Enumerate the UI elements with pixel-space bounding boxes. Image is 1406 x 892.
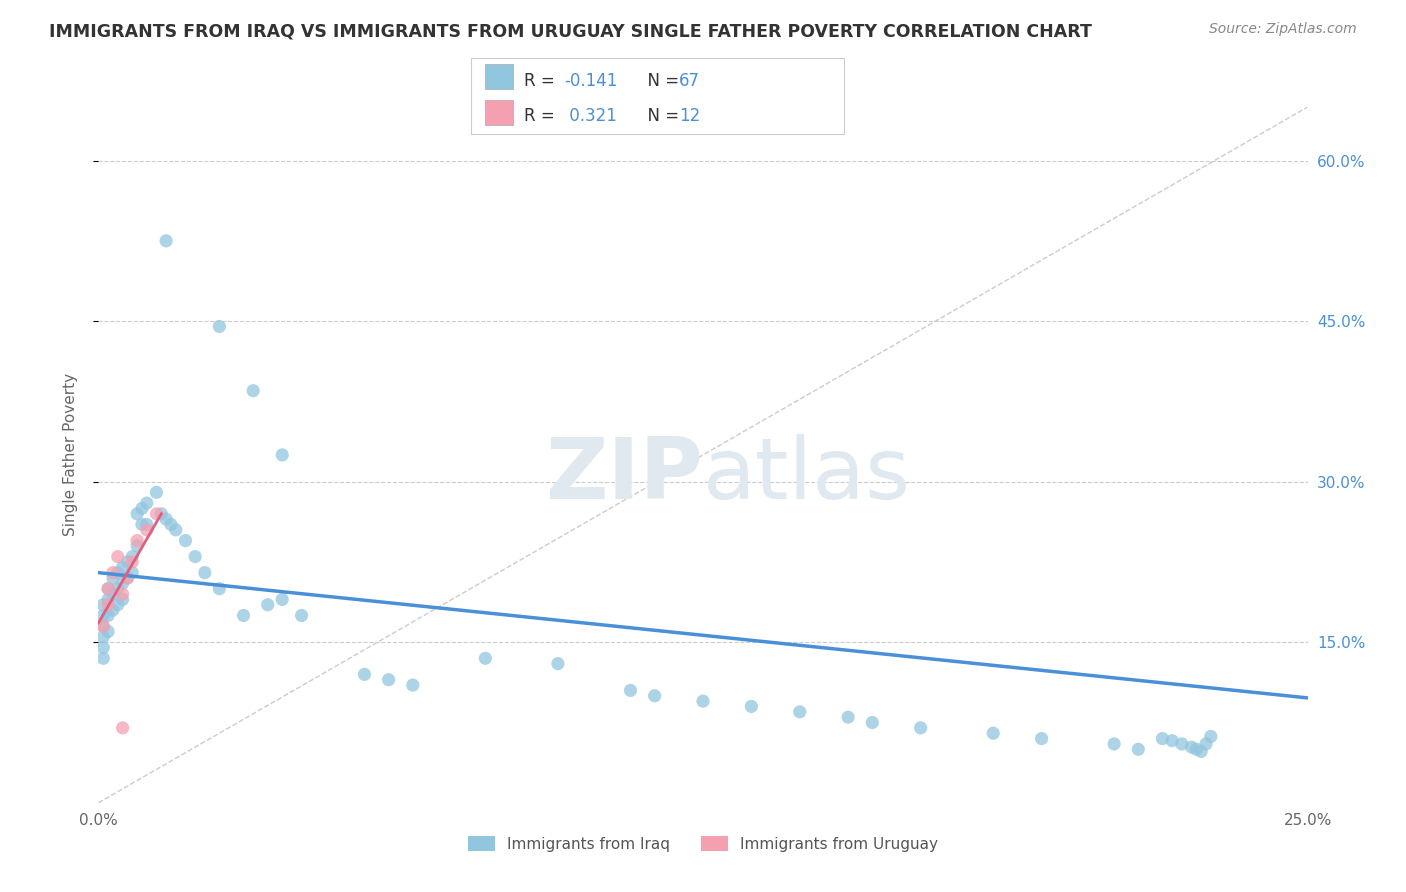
Point — [117, 571, 139, 585]
Point — [91, 651, 114, 665]
Text: 12: 12 — [679, 107, 700, 125]
Point — [271, 592, 294, 607]
Point — [91, 630, 114, 644]
Point — [91, 640, 114, 655]
Point — [1128, 742, 1150, 756]
Legend: Immigrants from Iraq, Immigrants from Uruguay: Immigrants from Iraq, Immigrants from Ur… — [461, 830, 945, 858]
Point — [150, 507, 173, 521]
Point — [155, 234, 177, 248]
Point — [97, 608, 120, 623]
Point — [111, 560, 134, 574]
Point — [860, 715, 883, 730]
Point — [644, 689, 666, 703]
Point — [135, 523, 157, 537]
Point — [97, 624, 120, 639]
Point — [121, 566, 143, 580]
Point — [402, 678, 425, 692]
Point — [107, 582, 129, 596]
Point — [91, 608, 114, 623]
Point — [101, 571, 124, 585]
Point — [1199, 730, 1222, 744]
Point — [101, 603, 124, 617]
Point — [145, 485, 167, 500]
Point — [111, 592, 134, 607]
Text: IMMIGRANTS FROM IRAQ VS IMMIGRANTS FROM URUGUAY SINGLE FATHER POVERTY CORRELATIO: IMMIGRANTS FROM IRAQ VS IMMIGRANTS FROM … — [49, 22, 1092, 40]
Point — [474, 651, 496, 665]
Point — [131, 517, 153, 532]
Point — [256, 598, 278, 612]
Point — [1152, 731, 1174, 746]
Point — [97, 582, 120, 596]
Point — [981, 726, 1004, 740]
Point — [127, 539, 149, 553]
Point — [271, 448, 294, 462]
Point — [1102, 737, 1125, 751]
Text: ZIP: ZIP — [546, 434, 703, 517]
Point — [208, 319, 231, 334]
Text: -0.141: -0.141 — [564, 72, 617, 90]
Point — [111, 587, 134, 601]
Point — [131, 501, 153, 516]
Point — [101, 566, 124, 580]
Point — [740, 699, 762, 714]
Point — [692, 694, 714, 708]
Point — [184, 549, 207, 564]
Point — [353, 667, 375, 681]
Point — [910, 721, 932, 735]
Point — [111, 576, 134, 591]
Point — [165, 523, 187, 537]
Point — [1185, 742, 1208, 756]
Point — [1189, 744, 1212, 758]
Point — [837, 710, 859, 724]
Point — [1195, 737, 1218, 751]
Point — [107, 549, 129, 564]
Point — [97, 582, 120, 596]
Point — [1180, 740, 1202, 755]
Point — [117, 555, 139, 569]
Point — [127, 533, 149, 548]
Text: 67: 67 — [679, 72, 700, 90]
Point — [232, 608, 254, 623]
Point — [155, 512, 177, 526]
Text: R =: R = — [524, 107, 561, 125]
Point — [290, 608, 312, 623]
Point — [101, 587, 124, 601]
Point — [1031, 731, 1053, 746]
Point — [1161, 733, 1184, 747]
Text: N =: N = — [637, 72, 685, 90]
Point — [789, 705, 811, 719]
Point — [91, 619, 114, 633]
Point — [242, 384, 264, 398]
Text: 0.321: 0.321 — [564, 107, 617, 125]
Point — [135, 496, 157, 510]
Text: R =: R = — [524, 72, 561, 90]
Point — [97, 598, 120, 612]
Point — [174, 533, 197, 548]
Text: N =: N = — [637, 107, 685, 125]
Text: atlas: atlas — [703, 434, 911, 517]
Point — [160, 517, 183, 532]
Point — [127, 507, 149, 521]
Point — [619, 683, 641, 698]
Point — [97, 592, 120, 607]
Point — [91, 619, 114, 633]
Point — [111, 721, 134, 735]
Point — [145, 507, 167, 521]
Point — [107, 566, 129, 580]
Point — [107, 598, 129, 612]
Point — [547, 657, 569, 671]
Point — [377, 673, 399, 687]
Point — [121, 555, 143, 569]
Point — [208, 582, 231, 596]
Point — [121, 549, 143, 564]
Point — [1171, 737, 1194, 751]
Text: Source: ZipAtlas.com: Source: ZipAtlas.com — [1209, 22, 1357, 37]
Point — [91, 598, 114, 612]
Point — [194, 566, 217, 580]
Y-axis label: Single Father Poverty: Single Father Poverty — [63, 374, 77, 536]
Point — [135, 517, 157, 532]
Point — [117, 571, 139, 585]
